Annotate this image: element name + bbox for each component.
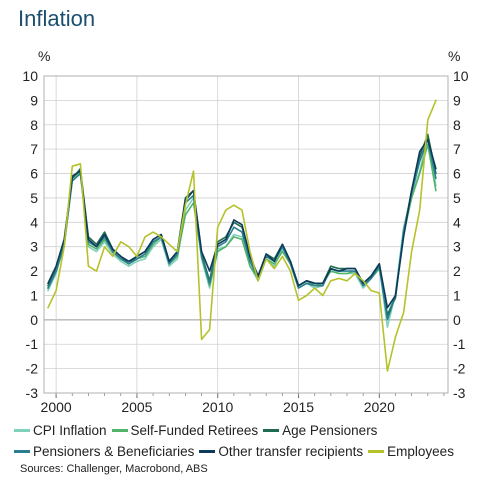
- legend-item-self-funded-retirees: Self-Funded Retirees: [111, 420, 259, 441]
- y-tick-label-right: 10: [453, 68, 469, 84]
- y-tick-label-left: -2: [26, 361, 39, 377]
- legend-row-1: CPI Inflation Self-Funded Retirees Age P…: [14, 420, 494, 441]
- y-tick-label-left: 7: [30, 141, 38, 157]
- legend-label-self-funded-retirees: Self-Funded Retirees: [130, 423, 259, 438]
- y-tick-label-left: -1: [26, 336, 39, 352]
- series-lines: [47, 99, 437, 372]
- y-tick-label-right: 4: [453, 214, 461, 230]
- legend-swatch-cpi: [14, 429, 30, 432]
- y-tick-label-right: -3: [453, 385, 466, 401]
- legend-item-employees: Employees: [368, 441, 454, 462]
- legend-item-cpi: CPI Inflation: [14, 420, 107, 441]
- legend-label-pensioners-beneficiaries: Pensioners & Beneficiaries: [33, 444, 195, 459]
- y-tick-label-left: 1: [30, 287, 38, 303]
- x-tick-label: 2000: [41, 399, 72, 415]
- legend-swatch-employees: [368, 450, 385, 453]
- y-tick-label-right: -2: [453, 361, 466, 377]
- y-tick-label-left: -3: [26, 385, 39, 401]
- y-tick-label-right: 0: [453, 312, 461, 328]
- y-tick-label-left: 5: [30, 190, 38, 206]
- y-tick-label-right: 7: [453, 141, 461, 157]
- series-line-employees: [47, 99, 437, 372]
- legend-item-pensioners-beneficiaries: Pensioners & Beneficiaries: [14, 441, 194, 462]
- y-tick-label-left: 8: [30, 117, 38, 133]
- y-tick-label-left: 4: [30, 214, 38, 230]
- y-unit-left: %: [38, 48, 50, 64]
- legend-label-age-pensioners: Age Pensioners: [282, 423, 378, 438]
- legend-label-cpi: CPI Inflation: [33, 423, 107, 438]
- legend-swatch-pensioners-beneficiaries: [14, 450, 30, 453]
- legend-label-employees: Employees: [387, 444, 454, 459]
- legend-swatch-self-funded-retirees: [111, 429, 128, 432]
- y-tick-label-right: 8: [453, 117, 461, 133]
- y-tick-label-right: -1: [453, 336, 466, 352]
- legend-row-2: Pensioners & Beneficiaries Other transfe…: [14, 441, 494, 462]
- y-tick-label-right: 5: [453, 190, 461, 206]
- y-tick-label-right: 9: [453, 92, 461, 108]
- y-tick-label-left: 0: [30, 312, 38, 328]
- legend-swatch-other-transfer-recipients: [199, 450, 216, 453]
- y-tick-label-left: 2: [30, 263, 38, 279]
- y-tick-label-right: 2: [453, 263, 461, 279]
- sources-note: Sources: Challenger, Macrobond, ABS: [20, 463, 208, 475]
- y-tick-label-left: 10: [22, 68, 38, 84]
- axes: [43, 75, 449, 398]
- series-line-pensioners-beneficiaries: [47, 138, 437, 321]
- legend-item-age-pensioners: Age Pensioners: [263, 420, 377, 441]
- x-tick-label: 2020: [364, 399, 395, 415]
- y-tick-label-left: 3: [30, 239, 38, 255]
- tick-labels: 10 109 98 87 76 65 54 43 32 21 10 0-1 -1-2 -2-3 -32000…: [22, 68, 468, 415]
- y-unit-right: %: [448, 48, 460, 64]
- legend-item-other-transfer-recipients: Other transfer recipients: [199, 441, 363, 462]
- x-tick-label: 2015: [283, 399, 314, 415]
- legend: CPI Inflation Self-Funded Retirees Age P…: [14, 420, 494, 462]
- series-line-other-transfer-recipients: [47, 138, 437, 309]
- y-tick-label-left: 6: [30, 166, 38, 182]
- plot-frame: [43, 75, 449, 394]
- legend-swatch-age-pensioners: [263, 429, 280, 432]
- y-tick-label-left: 9: [30, 92, 38, 108]
- x-tick-label: 2010: [202, 399, 233, 415]
- legend-label-other-transfer-recipients: Other transfer recipients: [218, 444, 364, 459]
- y-tick-label-right: 1: [453, 287, 461, 303]
- y-tick-label-right: 6: [453, 166, 461, 182]
- y-tick-label-right: 3: [453, 239, 461, 255]
- chart-title: Inflation: [18, 6, 96, 31]
- x-tick-label: 2005: [121, 399, 152, 415]
